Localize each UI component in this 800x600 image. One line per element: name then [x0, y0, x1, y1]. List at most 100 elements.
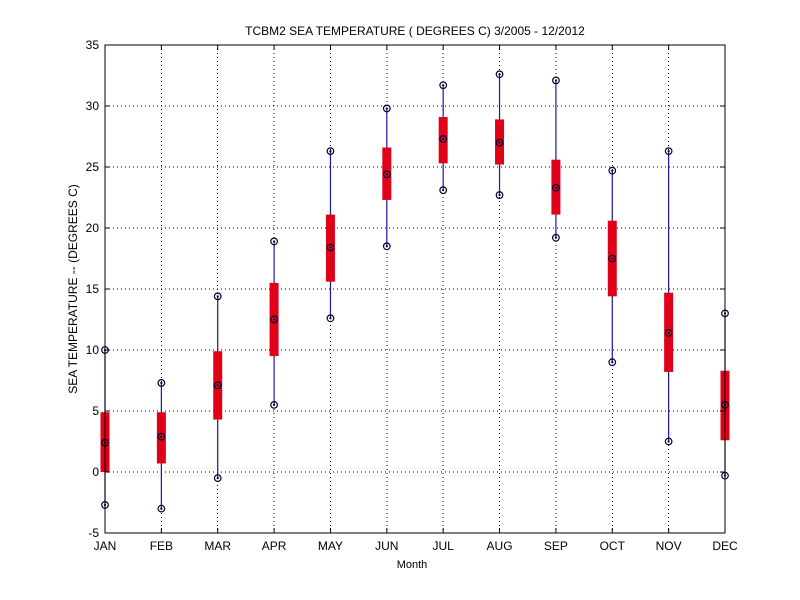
median-marker-dot [442, 137, 445, 141]
min-marker-circle [608, 358, 617, 367]
chart-title: TCBM2 SEA TEMPERATURE ( DEGREES C) 3/200… [245, 24, 585, 38]
y-tick-label: 35 [86, 38, 100, 52]
max-marker-dot [442, 84, 445, 87]
min-marker-dot [554, 236, 558, 239]
median-marker [326, 243, 335, 252]
max-marker-dot [160, 381, 163, 385]
x-tick-label: JAN [94, 539, 117, 553]
month-nov-box [664, 147, 674, 446]
median-marker-circle [552, 183, 560, 192]
x-tick-label: DEC [712, 539, 738, 553]
x-tick-label: NOV [656, 539, 682, 553]
min-marker-circle [664, 437, 673, 446]
max-marker-circle [608, 166, 617, 175]
median-marker [157, 432, 166, 441]
median-marker-dot [554, 186, 558, 189]
max-marker [439, 81, 448, 90]
min-marker [552, 233, 560, 242]
max-marker-dot [216, 295, 219, 298]
month-apr-box [269, 237, 279, 409]
max-marker-dot [385, 107, 388, 110]
min-marker [382, 242, 391, 251]
x-tick-label: SEP [544, 539, 568, 553]
median-marker [495, 138, 504, 147]
median-marker-circle [382, 170, 391, 179]
median-marker-circle [157, 432, 166, 441]
min-marker-circle [439, 186, 448, 195]
median-marker-dot [160, 435, 163, 438]
median-marker-dot [329, 246, 332, 249]
month-aug-box [495, 70, 505, 199]
max-marker-circle [664, 147, 673, 156]
month-sep-box [551, 76, 561, 242]
month-mar-box [213, 292, 223, 483]
median-marker-circle [326, 243, 335, 252]
x-tick-label: MAR [204, 539, 231, 553]
min-marker [270, 401, 278, 409]
max-marker-dot [272, 240, 276, 243]
max-marker [495, 70, 504, 79]
max-marker-dot [498, 73, 501, 76]
max-marker [270, 237, 278, 246]
median-marker-circle [608, 254, 617, 263]
median-marker-circle [495, 138, 504, 147]
median-marker [382, 170, 391, 179]
median-marker [439, 135, 448, 143]
max-marker-circle [270, 237, 278, 246]
min-marker-circle [495, 191, 504, 199]
median-marker [664, 329, 673, 337]
min-marker-circle [552, 233, 560, 242]
min-marker-circle [382, 242, 391, 251]
median-marker-dot [272, 318, 276, 321]
y-tick-label: 0 [92, 465, 99, 479]
max-marker [326, 147, 335, 156]
min-marker [439, 186, 448, 195]
min-marker-circle [157, 504, 166, 513]
median-marker-dot [385, 173, 388, 176]
max-marker-dot [667, 150, 670, 153]
min-marker-circle [213, 474, 222, 483]
median-marker-circle [270, 315, 278, 324]
x-tick-label: AUG [487, 539, 513, 553]
month-may-box [325, 147, 335, 323]
min-marker-dot [160, 507, 163, 510]
max-marker [157, 379, 166, 387]
min-marker-dot [216, 477, 219, 480]
max-marker [552, 76, 560, 85]
month-feb-box [156, 379, 166, 513]
median-marker-dot [667, 331, 670, 335]
y-tick-label: 25 [86, 160, 100, 174]
min-marker [213, 474, 222, 483]
median-marker-circle [213, 381, 222, 390]
min-marker-dot [272, 403, 276, 406]
median-marker-dot [611, 257, 614, 260]
iqr-box [438, 116, 448, 164]
median-marker-circle [439, 135, 448, 143]
y-tick-label: 15 [86, 282, 100, 296]
min-marker-dot [385, 245, 388, 248]
max-marker-circle [552, 76, 560, 85]
month-jul-box [438, 81, 448, 195]
min-marker [326, 314, 335, 323]
y-tick-label: -5 [88, 526, 99, 540]
y-tick-label: 5 [92, 404, 99, 418]
min-marker [157, 504, 166, 513]
median-marker-circle [664, 329, 673, 337]
median-marker [608, 254, 617, 263]
max-marker [664, 147, 673, 156]
x-tick-label: OCT [600, 539, 626, 553]
axis-ticks: -5 0 5 10 15 20 25 30 35 JAN FEB MAR APR MAY JUN JUL AUG… [86, 38, 738, 553]
median-marker-dot [216, 384, 219, 387]
min-marker-dot [611, 361, 614, 364]
min-marker [495, 191, 504, 199]
month-oct-box [607, 166, 617, 367]
min-marker-circle [326, 314, 335, 323]
x-tick-label: JUL [433, 539, 455, 553]
min-marker-dot [498, 193, 501, 197]
max-marker-dot [554, 79, 558, 82]
x-tick-label: APR [262, 539, 287, 553]
median-marker-dot [498, 141, 501, 144]
x-tick-label: MAY [318, 539, 343, 553]
